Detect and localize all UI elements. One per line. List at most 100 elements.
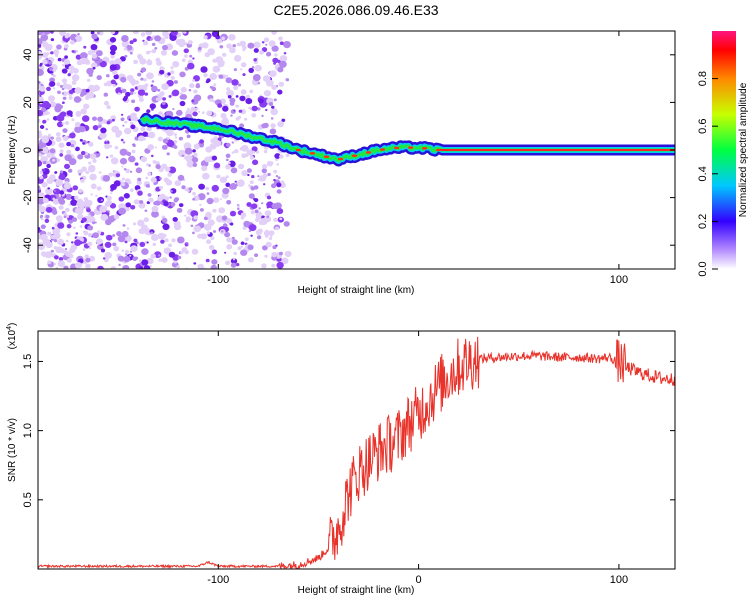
noise-speck (200, 66, 208, 73)
noise-speck (46, 255, 49, 258)
noise-speck (130, 121, 134, 125)
noise-speck (197, 46, 202, 51)
noise-speck (225, 164, 231, 170)
noise-speck (135, 167, 143, 174)
noise-speck (206, 110, 213, 116)
noise-speck (130, 245, 138, 252)
noise-speck (38, 197, 45, 205)
noise-speck (273, 169, 278, 174)
noise-speck (238, 109, 243, 113)
noise-speck (88, 161, 92, 165)
noise-speck (162, 129, 165, 132)
snr-series-line (38, 336, 675, 569)
noise-speck (239, 123, 245, 128)
noise-speck (206, 197, 214, 205)
noise-speck (90, 31, 95, 35)
noise-speck (161, 101, 166, 106)
noise-speck (251, 150, 256, 154)
noise-speck (157, 196, 163, 202)
noise-speck (97, 265, 104, 269)
noise-speck (188, 89, 192, 92)
noise-speck (237, 205, 240, 208)
noise-speck (138, 97, 144, 103)
noise-speck (279, 55, 288, 63)
noise-speck (42, 197, 49, 204)
noise-speck (170, 190, 173, 193)
noise-speck (56, 44, 62, 50)
noise-speck (97, 124, 102, 128)
noise-speck (271, 183, 277, 189)
noise-speck (140, 32, 146, 37)
noise-speck (265, 108, 268, 112)
noise-speck (228, 161, 231, 165)
noise-speck (187, 62, 195, 70)
noise-speck (138, 202, 146, 209)
noise-speck (162, 31, 169, 37)
noise-speck (40, 217, 44, 221)
noise-speck (249, 89, 254, 94)
noise-speck (252, 159, 259, 166)
noise-speck (226, 43, 232, 49)
noise-speck (170, 31, 178, 36)
noise-speck (164, 196, 170, 201)
noise-speck (80, 57, 88, 65)
noise-speck (242, 48, 246, 52)
noise-speck (132, 256, 138, 261)
noise-speck (134, 80, 140, 85)
noise-speck (272, 57, 279, 64)
noise-speck (87, 213, 91, 216)
noise-speck (225, 77, 233, 84)
ridge-peak-dot (365, 151, 372, 154)
noise-speck (237, 246, 242, 251)
noise-speck (277, 66, 284, 73)
noise-speck (193, 262, 197, 265)
noise-speck (41, 107, 47, 113)
noise-speck (121, 182, 125, 187)
noise-speck (224, 231, 231, 238)
noise-speck (97, 196, 104, 204)
noise-speck (251, 203, 258, 209)
noise-speck (42, 119, 47, 124)
noise-speck (147, 131, 156, 139)
noise-speck (47, 231, 52, 236)
noise-speck (232, 258, 236, 261)
noise-speck (38, 83, 41, 89)
noise-speck (224, 251, 227, 254)
noise-speck (105, 219, 112, 226)
noise-speck (205, 80, 210, 84)
noise-speck (45, 241, 53, 249)
noise-speck (124, 127, 132, 135)
noise-speck (168, 95, 172, 98)
noise-speck (172, 108, 175, 110)
noise-speck (50, 51, 54, 55)
noise-speck (110, 54, 115, 59)
noise-speck (96, 238, 103, 245)
noise-speck (202, 172, 210, 180)
snr-y-ticks: 0.5 1.0 1.5 (22, 354, 675, 507)
noise-speck (62, 128, 68, 133)
noise-speck (205, 258, 210, 263)
noise-speck (87, 233, 93, 237)
noise-speck (183, 48, 189, 54)
colorbar-ticks: 0.0 0.2 0.4 0.6 0.8 (697, 71, 718, 277)
noise-speck (168, 243, 173, 248)
noise-speck (192, 111, 198, 117)
noise-speck (49, 101, 57, 108)
noise-speck (139, 200, 144, 204)
noise-speck (172, 60, 180, 68)
noise-speck (174, 180, 182, 187)
noise-speck (281, 257, 289, 265)
noise-speck (231, 151, 235, 154)
noise-speck (110, 50, 116, 56)
noise-speck (115, 173, 121, 178)
noise-speck (74, 195, 79, 200)
noise-speck (42, 160, 47, 165)
noise-speck (94, 221, 97, 224)
noise-speck (247, 173, 250, 177)
noise-speck (169, 70, 175, 75)
noise-speck (97, 116, 103, 122)
noise-speck (269, 70, 277, 77)
noise-speck (87, 165, 96, 173)
noise-speck (271, 105, 275, 109)
snr-frame (37, 330, 676, 570)
